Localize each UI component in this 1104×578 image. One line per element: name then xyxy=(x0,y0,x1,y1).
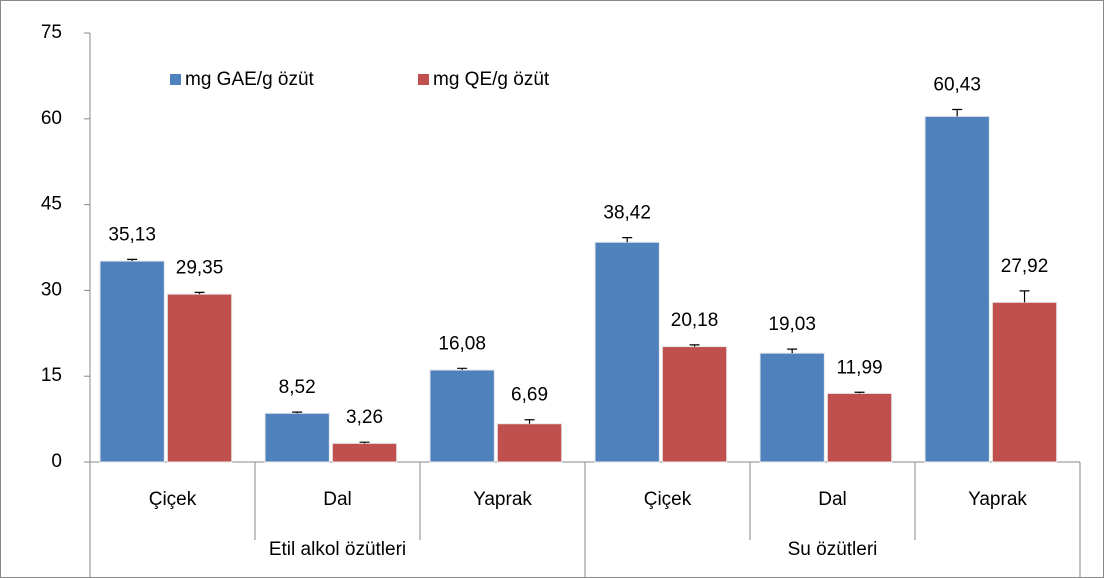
x-tick-label: Çiçek xyxy=(149,489,197,510)
legend-label: mg GAE/g özüt xyxy=(185,69,315,90)
error-bar xyxy=(854,391,865,394)
data-label: 6,69 xyxy=(511,385,548,406)
error-bar xyxy=(194,291,205,295)
bar xyxy=(759,352,825,463)
y-tick-label: 30 xyxy=(41,279,62,300)
x-tick-label: Çiçek xyxy=(644,489,692,510)
x-tick-label: Yaprak xyxy=(473,489,532,510)
data-label: 3,26 xyxy=(346,407,383,428)
error-bar xyxy=(127,258,138,262)
y-tick-label: 45 xyxy=(41,194,62,215)
bar xyxy=(264,412,330,463)
error-bar xyxy=(359,441,370,444)
data-label: 29,35 xyxy=(176,257,224,278)
data-label: 38,42 xyxy=(603,203,651,224)
error-bar xyxy=(952,108,963,117)
x-tick-label: Dal xyxy=(818,489,847,510)
error-bar xyxy=(457,367,468,371)
x-tick-label: Dal xyxy=(323,489,352,510)
error-bar xyxy=(524,419,535,424)
bar xyxy=(661,346,728,463)
data-label: 27,92 xyxy=(1001,256,1049,277)
bar xyxy=(166,293,233,463)
y-tick-label: 15 xyxy=(41,365,62,386)
error-bar xyxy=(689,344,700,347)
bar xyxy=(429,369,495,463)
error-bar xyxy=(622,237,633,243)
bar xyxy=(826,392,893,463)
data-label: 8,52 xyxy=(279,377,316,398)
data-label: 60,43 xyxy=(933,74,981,95)
legend-label: mg QE/g özüt xyxy=(433,69,550,90)
group-label: Etil alkol özütleri xyxy=(269,539,406,560)
data-label: 19,03 xyxy=(768,314,816,335)
error-bar xyxy=(1019,290,1030,303)
y-tick-label: 60 xyxy=(41,108,62,129)
x-tick-label: Yaprak xyxy=(968,489,1027,510)
data-label: 20,18 xyxy=(671,310,719,331)
error-bar xyxy=(292,411,303,414)
data-label: 11,99 xyxy=(836,357,882,378)
legend-swatch xyxy=(170,74,181,85)
legend-swatch xyxy=(418,74,429,85)
y-tick-label: 0 xyxy=(51,451,62,472)
bar xyxy=(991,301,1058,463)
bar xyxy=(331,442,398,463)
error-bar xyxy=(787,348,798,354)
group-label: Su özütleri xyxy=(788,539,878,560)
bar xyxy=(99,260,165,463)
data-label: 35,13 xyxy=(108,224,156,245)
bar xyxy=(496,423,563,463)
y-tick-label: 75 xyxy=(41,22,62,43)
data-label: 16,08 xyxy=(438,333,486,354)
bar xyxy=(594,241,660,463)
bar xyxy=(924,115,990,463)
